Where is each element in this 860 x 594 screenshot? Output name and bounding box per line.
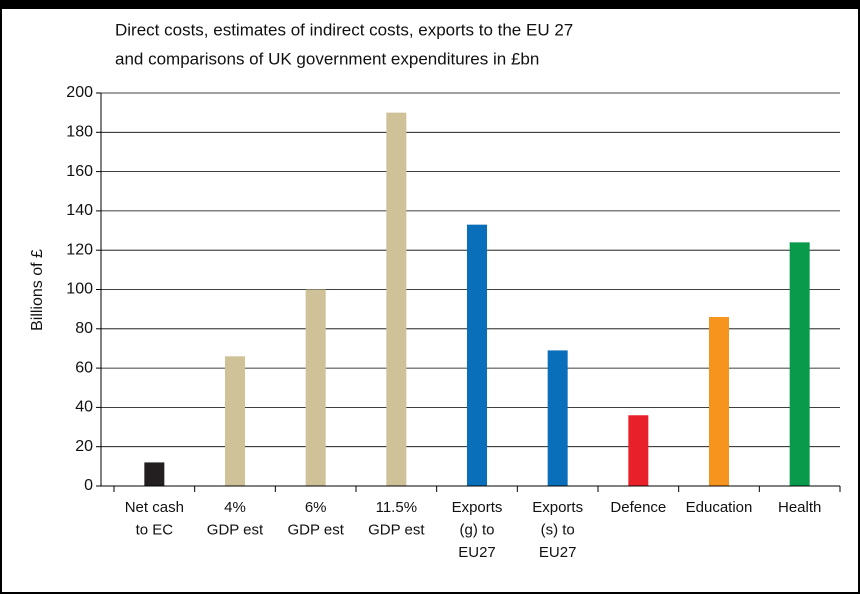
bar (789, 242, 810, 486)
bar (225, 356, 245, 486)
x-tick-label: 4% (224, 499, 246, 516)
x-tick-label: GDP est (207, 521, 264, 538)
y-tick-label: 140 (66, 202, 93, 219)
y-tick-label: 0 (84, 477, 93, 494)
bar (467, 224, 487, 486)
x-tick-label: Education (686, 499, 753, 516)
x-tick-label: Exports (532, 499, 583, 516)
bar (709, 317, 729, 486)
y-axis-label: Billions of £ (29, 249, 46, 331)
x-tick-label: 11.5% (376, 499, 417, 516)
y-tick-label: 80 (75, 320, 93, 337)
x-tick-label: (s) to (541, 521, 575, 538)
y-tick-label: 200 (66, 84, 93, 101)
y-tick-label: 160 (66, 163, 93, 180)
x-tick-label: EU27 (539, 544, 577, 561)
x-tick-label: GDP est (368, 521, 425, 538)
bar (628, 415, 649, 486)
bar (305, 289, 326, 486)
y-tick-label: 20 (75, 438, 93, 455)
x-tick-label: Net cash (125, 499, 184, 516)
bar (144, 462, 165, 486)
x-tick-label: EU27 (458, 544, 496, 561)
x-tick-label: Defence (610, 499, 666, 516)
y-tick-label: 120 (66, 241, 93, 258)
bar (386, 112, 407, 487)
chart-title: Direct costs, estimates of indirect cost… (115, 20, 573, 39)
x-tick-label: (g) to (459, 521, 494, 538)
x-tick-label: to EC (136, 521, 174, 538)
x-tick-label: GDP est (287, 521, 344, 538)
y-tick-label: 60 (75, 359, 93, 376)
y-tick-label: 180 (66, 124, 93, 141)
x-tick-label: 6% (305, 499, 327, 516)
x-tick-label: Exports (452, 499, 503, 516)
top-bar (0, 0, 860, 9)
y-tick-label: 40 (75, 399, 93, 416)
x-tick-label: Health (778, 499, 821, 516)
chart-title: and comparisons of UK government expendi… (115, 49, 539, 68)
bar (547, 350, 568, 486)
y-tick-label: 100 (66, 281, 93, 298)
